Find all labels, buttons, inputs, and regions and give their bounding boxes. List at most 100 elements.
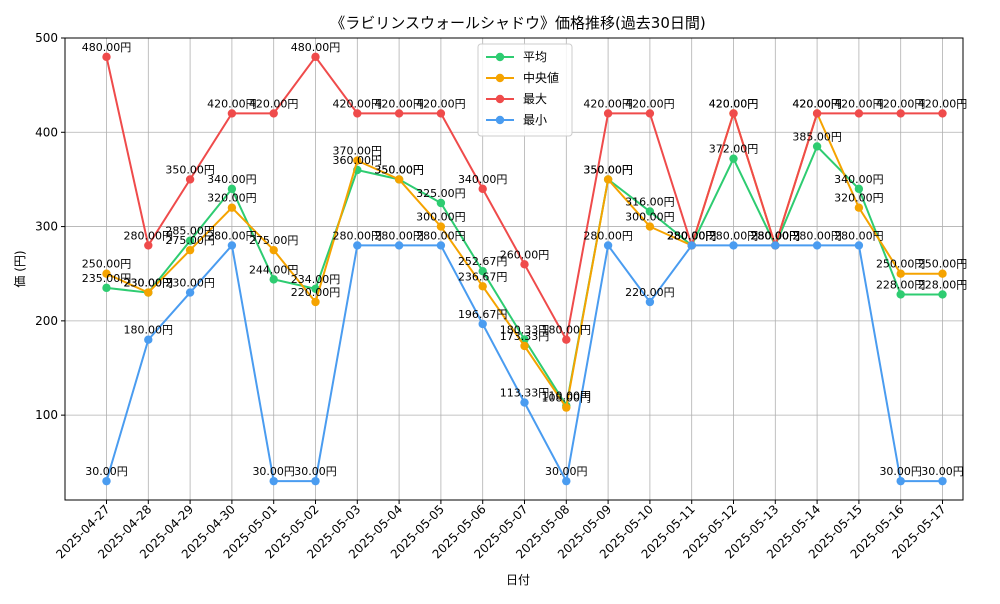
legend-label: 最小 (523, 113, 547, 127)
data-label: 230.00円 (124, 277, 174, 290)
data-label: 280.00円 (333, 229, 383, 242)
data-point (353, 109, 362, 118)
data-label: 340.00円 (458, 173, 508, 186)
data-label: 420.00円 (249, 97, 299, 110)
data-label: 250.00円 (918, 258, 968, 271)
data-label: 385.00円 (792, 130, 842, 143)
data-label: 173.33円 (500, 330, 550, 343)
data-point (227, 109, 237, 118)
data-label: 420.00円 (416, 97, 466, 110)
data-point (311, 476, 320, 486)
legend-swatch-marker (495, 73, 505, 83)
data-point (645, 222, 655, 231)
data-label: 280.00円 (834, 229, 884, 242)
data-point (311, 52, 320, 62)
data-point (394, 109, 404, 118)
data-point (603, 175, 613, 184)
data-label: 420.00円 (709, 97, 759, 110)
series-layer (102, 52, 947, 486)
data-label: 280.00円 (667, 229, 717, 242)
data-label: 244.00円 (249, 263, 299, 276)
data-label: 280.00円 (667, 229, 717, 242)
data-label: 350.00円 (583, 163, 633, 176)
data-label: 30.00円 (879, 465, 922, 478)
data-point (729, 241, 738, 250)
data-point (185, 175, 195, 184)
y-axis-label: 価 (円) (13, 250, 27, 287)
data-label: 220.00円 (291, 286, 341, 299)
data-point (812, 142, 822, 151)
data-point (478, 184, 487, 194)
data-point (520, 398, 529, 407)
data-label: 108.00円 (542, 392, 592, 405)
data-label: 420.00円 (625, 97, 675, 110)
data-label: 420.00円 (876, 97, 926, 110)
data-point (144, 288, 153, 297)
data-label: 420.00円 (709, 97, 759, 110)
data-point (311, 284, 320, 293)
data-point (269, 275, 278, 284)
data-point (812, 241, 822, 250)
data-point (394, 241, 404, 250)
legend-item: 最小 (486, 113, 547, 127)
data-point (729, 154, 738, 163)
data-point (854, 184, 864, 194)
legend-swatch-marker (495, 52, 505, 62)
data-label: 320.00円 (207, 192, 257, 205)
data-label: 480.00円 (291, 41, 341, 54)
data-point (645, 109, 655, 118)
data-label: 250.00円 (82, 258, 132, 271)
data-label: 235.00円 (82, 272, 132, 285)
data-point (645, 297, 655, 307)
data-label: 180.00円 (124, 324, 174, 337)
plot-area-frame (64, 37, 964, 501)
data-point (394, 175, 404, 184)
data-label: 275.00円 (249, 234, 299, 247)
x-axis: 2025-04-272025-04-282025-04-292025-04-30… (53, 500, 949, 561)
data-point (269, 245, 278, 255)
data-label: 230.00円 (165, 277, 215, 290)
data-point (102, 476, 111, 486)
data-label: 280.00円 (583, 229, 633, 242)
data-label: 220.00円 (625, 286, 675, 299)
data-label: 280.00円 (416, 229, 466, 242)
data-point (185, 236, 195, 245)
data-label: 420.00円 (207, 97, 257, 110)
data-label: 180.33円 (500, 323, 550, 336)
data-label: 420.00円 (792, 97, 842, 110)
data-point (353, 241, 362, 250)
data-label: 280.00円 (207, 229, 257, 242)
data-point (562, 335, 571, 344)
data-point (938, 290, 947, 299)
data-point (311, 297, 320, 307)
data-point (353, 156, 362, 165)
data-point (896, 290, 905, 299)
data-labels: 235.00円230.00円285.00円340.00円244.00円234.0… (82, 41, 968, 478)
data-label: 420.00円 (792, 97, 842, 110)
data-label: 350.00円 (583, 163, 633, 176)
data-point (896, 476, 905, 486)
chart-title: 《ラビリンスウォールシャドウ》価格推移(過去30日間) (330, 14, 706, 32)
legend-label: 最大 (523, 92, 547, 106)
data-point (687, 241, 696, 250)
data-label: 280.00円 (124, 229, 174, 242)
data-label: 260.00円 (500, 248, 550, 261)
y-tick-label: 200 (35, 314, 58, 328)
x-axis-label: 日付 (506, 573, 530, 587)
data-label: 320.00円 (834, 192, 884, 205)
legend-swatch-marker (495, 115, 505, 125)
data-point (854, 203, 864, 212)
data-label: 420.00円 (374, 97, 424, 110)
data-label: 110.00円 (542, 390, 592, 403)
data-point (227, 184, 237, 194)
data-point (436, 198, 446, 208)
data-label: 285.00円 (165, 225, 215, 238)
data-label: 420.00円 (834, 97, 884, 110)
data-point (436, 109, 446, 118)
data-label: 228.00円 (918, 278, 968, 291)
data-label: 180.00円 (542, 324, 592, 337)
data-label: 280.00円 (667, 229, 717, 242)
data-label: 340.00円 (207, 173, 257, 186)
data-label: 280.00円 (374, 229, 424, 242)
